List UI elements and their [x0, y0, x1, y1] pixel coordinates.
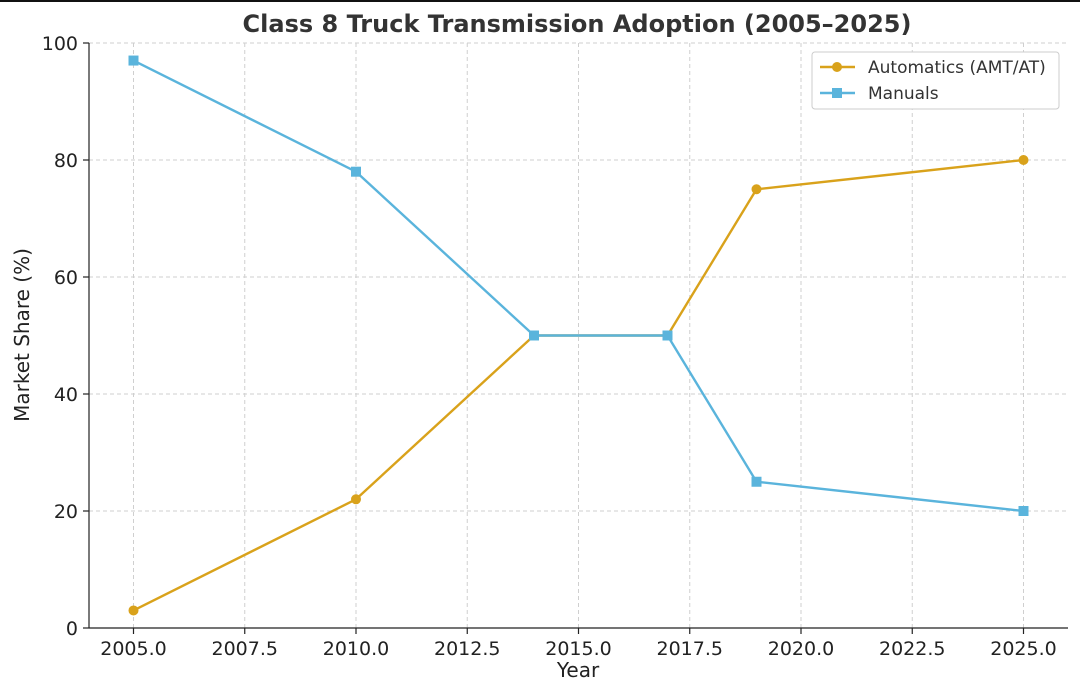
data-point-circle [128, 605, 139, 616]
legend: Automatics (AMT/AT) Manuals [811, 51, 1060, 110]
ticks: 2005.0 2007.5 2010.0 2012.5 2015.0 2017.5 2020… [42, 33, 1057, 660]
y-tick-label: 0 [66, 618, 78, 640]
legend-marker-circle [832, 62, 842, 72]
x-axis-label: Year [556, 658, 600, 682]
x-tick-label: 2017.5 [657, 638, 723, 660]
legend-label: Manuals [868, 84, 939, 104]
top-border [0, 0, 1080, 2]
x-tick-label: 2020.0 [768, 638, 834, 660]
data-point-circle [1018, 155, 1029, 165]
y-tick-label: 20 [54, 501, 78, 523]
x-tick-label: 2025.0 [990, 638, 1056, 660]
data-point-square [128, 55, 139, 66]
y-tick-label: 40 [54, 384, 78, 406]
legend-item: Manuals [820, 84, 939, 104]
data-point-square [662, 330, 673, 341]
series-automatics [128, 155, 1029, 616]
x-tick-label: 2022.5 [879, 638, 945, 660]
data-point-square [1018, 506, 1029, 516]
legend-item: Automatics (AMT/AT) [820, 58, 1046, 78]
data-point-square [529, 330, 539, 341]
data-point-circle [351, 494, 361, 505]
data-point-circle [751, 184, 762, 195]
legend-marker-square [832, 88, 842, 98]
x-tick-label: 2012.5 [434, 638, 500, 660]
x-tick-label: 2005.0 [100, 638, 166, 660]
chart-title: Class 8 Truck Transmission Adoption (200… [243, 10, 912, 38]
y-axis-label: Market Share (%) [10, 248, 34, 422]
series-line [132, 59, 1024, 513]
series [128, 55, 1029, 616]
x-tick-label: 2015.0 [545, 638, 611, 660]
y-tick-label: 60 [54, 267, 78, 289]
legend-box [811, 51, 1060, 110]
data-point-square [751, 476, 762, 487]
series-manuals [128, 55, 1029, 516]
x-tick-label: 2007.5 [212, 638, 278, 660]
legend-label: Automatics (AMT/AT) [868, 58, 1046, 78]
y-tick-label: 80 [54, 150, 78, 172]
data-point-square [351, 166, 361, 177]
y-tick-label: 100 [42, 33, 78, 55]
x-tick-label: 2010.0 [323, 638, 389, 660]
